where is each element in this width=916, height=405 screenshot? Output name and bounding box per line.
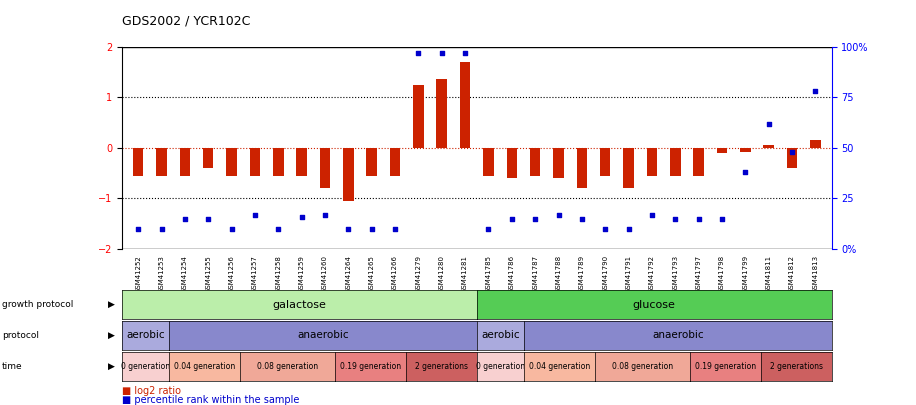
Point (365, 226, 379, 232)
Bar (250, 148, 260, 176)
Text: galactose: galactose (272, 300, 326, 309)
Point (387, 226, 402, 232)
Bar (273, 148, 284, 176)
Bar (716, 148, 727, 153)
Point (458, 49, 473, 56)
Point (247, 211, 262, 218)
Point (598, 226, 613, 232)
Bar (297, 148, 307, 176)
Point (645, 211, 660, 218)
Text: growth protocol: growth protocol (2, 300, 73, 309)
Point (131, 226, 146, 232)
Point (785, 149, 800, 155)
Text: 2 generations: 2 generations (769, 362, 823, 371)
Text: ▶: ▶ (107, 331, 114, 340)
Text: 0.08 generation: 0.08 generation (612, 362, 673, 371)
Point (481, 226, 496, 232)
Point (434, 49, 449, 56)
Text: 0.19 generation: 0.19 generation (694, 362, 756, 371)
Point (668, 215, 682, 222)
Text: 2 generations: 2 generations (415, 362, 468, 371)
Bar (623, 148, 634, 188)
Text: 0.08 generation: 0.08 generation (256, 362, 318, 371)
Text: 0 generation: 0 generation (476, 362, 525, 371)
Bar (344, 148, 354, 201)
Text: glucose: glucose (633, 300, 676, 309)
Bar (810, 140, 821, 148)
Point (574, 215, 589, 222)
Point (201, 215, 215, 222)
Bar (647, 148, 657, 176)
Point (271, 226, 286, 232)
Bar (507, 148, 517, 178)
Text: 0.04 generation: 0.04 generation (529, 362, 590, 371)
Text: anaerobic: anaerobic (652, 330, 703, 340)
Point (178, 215, 192, 222)
Point (341, 226, 355, 232)
Bar (203, 148, 213, 168)
Bar (157, 148, 167, 176)
Point (761, 120, 776, 127)
Bar (484, 148, 494, 176)
Point (621, 226, 636, 232)
Point (692, 215, 706, 222)
Bar (576, 148, 587, 188)
Bar (180, 148, 191, 176)
Bar (320, 148, 331, 188)
Text: ▶: ▶ (107, 300, 114, 309)
Point (528, 215, 542, 222)
Text: ▶: ▶ (107, 362, 114, 371)
Bar (693, 148, 703, 176)
Text: aerobic: aerobic (481, 330, 519, 340)
Bar (437, 79, 447, 148)
Text: ■ percentile rank within the sample: ■ percentile rank within the sample (122, 395, 300, 405)
Bar (763, 145, 774, 148)
Point (224, 226, 239, 232)
Point (505, 215, 519, 222)
Point (551, 211, 566, 218)
Point (808, 88, 823, 94)
Point (714, 215, 729, 222)
Text: 0 generation: 0 generation (121, 362, 170, 371)
Point (294, 213, 309, 220)
Bar (133, 148, 144, 176)
Bar (226, 148, 237, 176)
Text: ■ log2 ratio: ■ log2 ratio (122, 386, 180, 396)
Text: aerobic: aerobic (126, 330, 165, 340)
Point (411, 49, 426, 56)
Bar (670, 148, 681, 176)
Text: GDS2002 / YCR102C: GDS2002 / YCR102C (122, 14, 250, 27)
Bar (390, 148, 400, 176)
Point (738, 169, 753, 175)
Bar (553, 148, 563, 178)
Text: protocol: protocol (2, 331, 38, 340)
Bar (460, 62, 470, 148)
Point (318, 211, 333, 218)
Bar (366, 148, 377, 176)
Text: time: time (2, 362, 23, 371)
Text: anaerobic: anaerobic (297, 330, 349, 340)
Bar (600, 148, 610, 176)
Text: 0.19 generation: 0.19 generation (340, 362, 401, 371)
Point (154, 226, 169, 232)
Bar (740, 148, 750, 152)
Bar (413, 85, 424, 148)
Bar (787, 148, 797, 168)
Text: 0.04 generation: 0.04 generation (174, 362, 235, 371)
Bar (529, 148, 540, 176)
